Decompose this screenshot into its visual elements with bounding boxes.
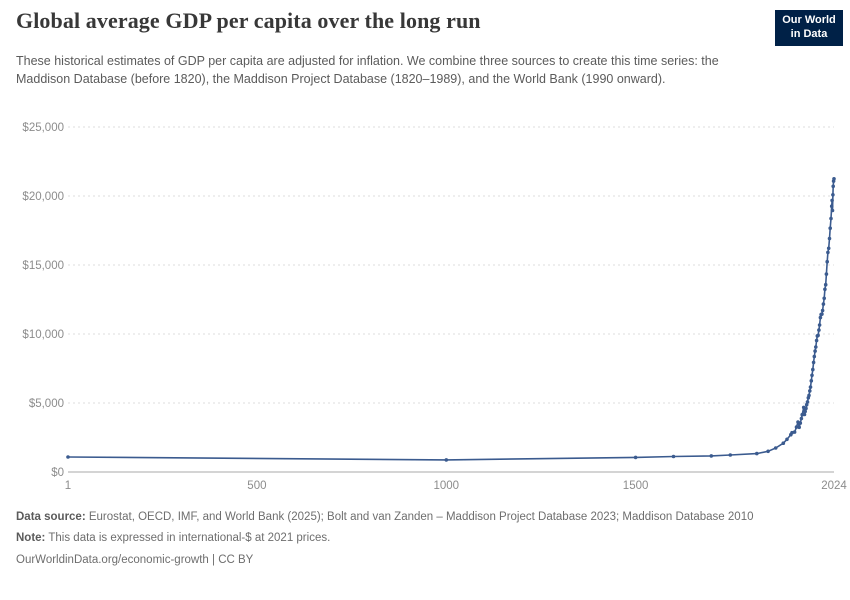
owid-logo[interactable]: Our World in Data (775, 10, 843, 46)
data-source-line: Data source: Eurostat, OECD, IMF, and Wo… (16, 509, 798, 525)
chart-subtitle: These historical estimates of GDP per ca… (16, 54, 719, 87)
data-point-marker[interactable] (728, 453, 733, 457)
data-point-marker[interactable] (781, 441, 786, 446)
data-point-marker[interactable] (811, 360, 816, 365)
data-point-marker[interactable] (831, 193, 835, 197)
data-point-marker[interactable] (766, 449, 770, 454)
data-point-marker[interactable] (773, 446, 778, 450)
y-axis-tick-label: $10,000 (22, 329, 64, 341)
data-point-marker[interactable] (820, 312, 824, 316)
data-point-marker[interactable] (830, 198, 834, 203)
data-point-marker[interactable] (829, 204, 834, 208)
data-point-marker[interactable] (817, 323, 822, 327)
note-label: Note: (16, 532, 46, 545)
data-point-marker[interactable] (805, 400, 810, 404)
y-axis-tick-label: $25,000 (22, 122, 64, 134)
data-point-marker[interactable] (824, 272, 829, 276)
data-point-marker[interactable] (797, 425, 801, 430)
data-point-marker[interactable] (826, 250, 830, 255)
data-point-marker[interactable] (820, 308, 825, 313)
data-point-marker[interactable] (807, 393, 811, 398)
chart-title: Global average GDP per capita over the l… (16, 8, 481, 33)
data-point-marker[interactable] (814, 345, 818, 349)
owid-logo-line2: in Data (790, 28, 828, 40)
footer-url-link[interactable]: OurWorldinData.org/economic-growth | CC … (16, 553, 254, 566)
data-point-marker[interactable] (822, 296, 826, 301)
data-point-marker[interactable] (444, 458, 449, 462)
data-point-marker[interactable] (812, 354, 817, 359)
y-axis-tick-label: $15,000 (22, 260, 64, 272)
data-point-marker[interactable] (66, 455, 70, 459)
data-point-marker[interactable] (825, 259, 829, 264)
data-point-marker[interactable] (808, 389, 812, 393)
data-source-label: Data source: (16, 511, 86, 523)
gdp-line[interactable] (67, 178, 835, 461)
y-axis-tick-label: $5,000 (29, 398, 64, 410)
data-point-marker[interactable] (808, 385, 813, 389)
data-point-marker[interactable] (810, 373, 814, 378)
data-point-marker[interactable] (821, 302, 826, 306)
data-point-marker[interactable] (813, 349, 817, 353)
data-point-marker[interactable] (799, 416, 804, 421)
data-point-marker[interactable] (633, 455, 638, 460)
data-point-marker[interactable] (792, 430, 797, 434)
data-point-marker[interactable] (802, 412, 807, 417)
data-point-marker[interactable] (804, 406, 808, 411)
data-point-marker[interactable] (828, 226, 832, 230)
data-point-marker[interactable] (816, 333, 820, 338)
data-point-marker[interactable] (826, 246, 831, 251)
chart-footer: Data source: Eurostat, OECD, IMF, and Wo… (16, 509, 798, 573)
data-point-marker[interactable] (829, 216, 833, 221)
data-point-marker[interactable] (803, 409, 807, 414)
data-point-marker[interactable] (818, 315, 823, 320)
x-axis-tick-label: 500 (247, 480, 266, 492)
data-point-marker[interactable] (709, 454, 714, 458)
note-text: This data is expressed in international-… (45, 532, 331, 545)
y-axis-tick-label: $0 (51, 467, 64, 479)
data-point-marker[interactable] (811, 367, 815, 372)
data-point-marker[interactable] (832, 177, 836, 181)
data-point-marker[interactable] (755, 451, 759, 456)
x-axis-tick-label: 1000 (434, 480, 460, 492)
data-point-marker[interactable] (827, 236, 832, 241)
x-axis-tick-label: 1500 (623, 480, 649, 492)
data-point-marker[interactable] (785, 437, 789, 442)
data-point-marker[interactable] (798, 421, 803, 425)
data-point-marker[interactable] (804, 402, 809, 407)
data-point-marker[interactable] (823, 282, 828, 287)
data-point-marker[interactable] (830, 208, 835, 213)
note-line: Note: This data is expressed in internat… (16, 530, 798, 546)
data-source-text: Eurostat, OECD, IMF, and World Bank (202… (85, 511, 754, 523)
data-point-marker[interactable] (814, 338, 819, 343)
x-axis-tick-label: 2024 (821, 480, 847, 492)
data-point-marker[interactable] (671, 454, 676, 459)
data-point-marker[interactable] (823, 287, 827, 292)
data-point-marker[interactable] (817, 328, 821, 332)
y-axis-tick-label: $20,000 (22, 191, 64, 203)
data-point-marker[interactable] (809, 379, 814, 383)
data-point-marker[interactable] (794, 425, 799, 429)
owid-logo-line1: Our World (782, 14, 836, 27)
x-axis-tick-label: 1 (65, 480, 71, 492)
data-point-marker[interactable] (831, 184, 835, 189)
